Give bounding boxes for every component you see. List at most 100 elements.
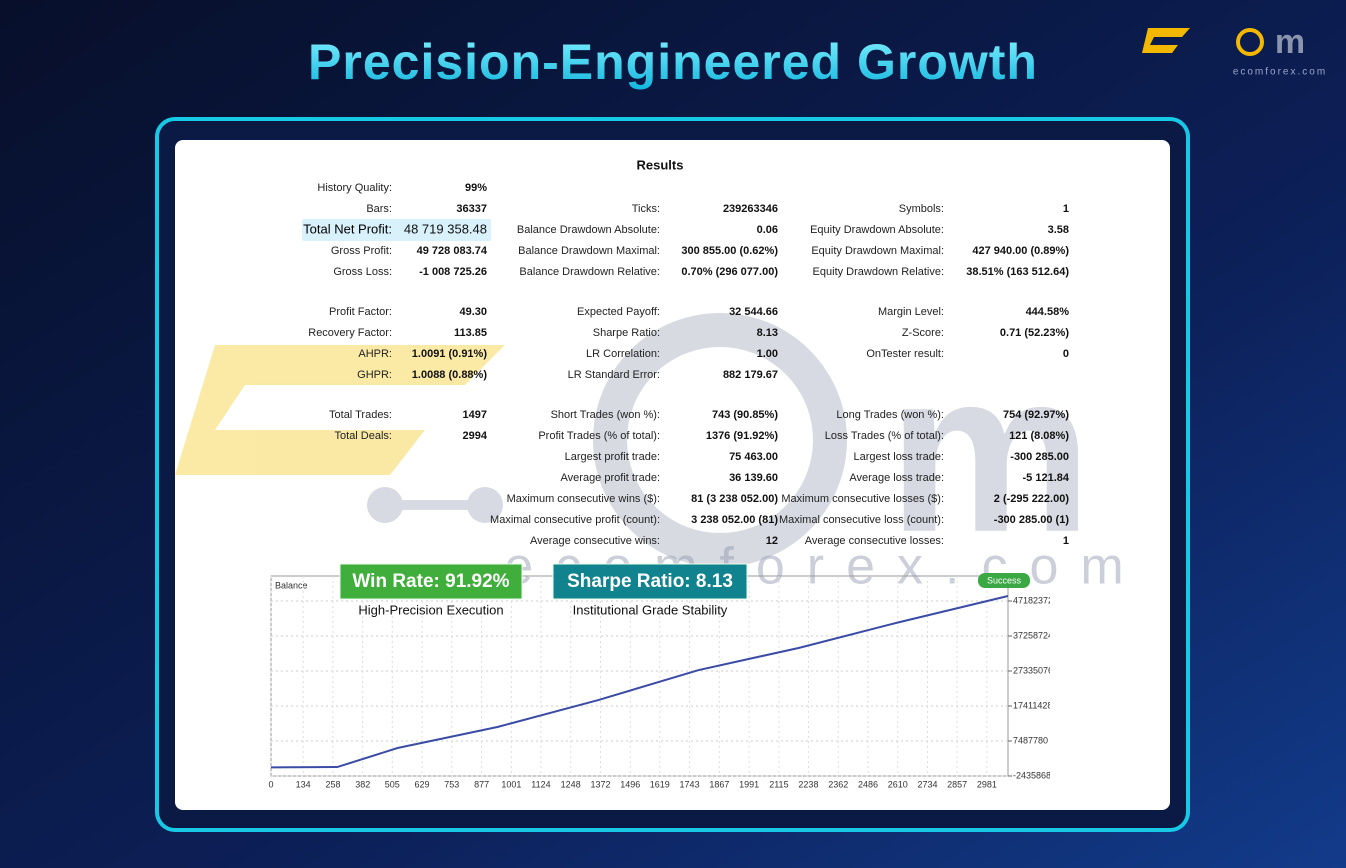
row-label: Balance Drawdown Relative: [519,266,660,278]
x-tick-label: 0 [268,779,273,789]
row-value: 121 (8.08%) [1009,430,1069,442]
x-tick-label: 1001 [501,779,521,789]
x-tick-label: 2115 [769,779,788,789]
logo-mark [1142,28,1190,53]
row-label: Loss Trades (% of total): [825,430,944,442]
row-value: 882 179.67 [723,369,778,381]
x-tick-label: 505 [385,779,400,789]
row-value: 48 719 358.48 [404,221,487,236]
x-tick-label: 1867 [709,779,729,789]
x-tick-label: 1743 [680,779,700,789]
row-label: LR Standard Error: [568,369,660,381]
row-label: Balance Drawdown Maximal: [518,245,660,257]
row-label: Total Net Profit: [303,221,392,236]
row-label: Long Trades (won %): [836,409,944,421]
row-value: 1 [1063,203,1069,215]
y-tick-label: 47182372 [1013,595,1053,605]
badge-caption: High-Precision Execution [358,602,503,617]
y-tick-labels: -2435868 7487780 17411428 27335076 37258724 4… [1013,595,1053,780]
row-value: 754 (92.97%) [1003,409,1069,421]
status-text: Success [987,575,1022,585]
x-tick-label: 877 [474,779,489,789]
row-label: Gross Loss: [333,266,392,278]
row-value: -300 285.00 (1) [994,514,1070,526]
row-label: Average consecutive losses: [805,535,944,547]
row-label: Gross Profit: [331,245,392,257]
row-value: 3 238 052.00 (81) [691,514,778,526]
x-tick-label: 753 [444,779,459,789]
row-value: 1376 (91.92%) [706,430,778,442]
row-label: History Quality: [317,182,392,194]
row-label: Ticks: [632,203,660,215]
row-label: Average consecutive wins: [530,535,660,547]
row-value: 0.71 (52.23%) [1000,327,1069,339]
highlight-box [302,219,491,241]
headline: Precision-Engineered Growth [308,34,1038,90]
row-value: 1.0091 (0.91%) [412,348,488,360]
row-label: Bars: [366,203,392,215]
row-label: Maximal consecutive profit (count): [490,514,660,526]
row-value: 1.0088 (0.88%) [412,369,488,381]
x-tick-label: 1991 [739,779,759,789]
row-label: AHPR: [358,348,392,360]
status-pill [978,573,1030,588]
x-tick-label: 2362 [828,779,848,789]
row-value: 32 544.66 [729,306,778,318]
x-tick-label: 2734 [918,779,938,789]
row-label: Balance Drawdown Absolute: [517,224,660,236]
row-value: 12 [766,535,778,547]
row-value: 0.70% (296 077.00) [681,266,778,278]
x-tick-label: 1124 [531,779,550,789]
report-card [175,140,1170,810]
row-value: -300 285.00 [1010,451,1069,463]
x-tick-label: 2981 [977,779,997,789]
row-label: LR Correlation: [586,348,660,360]
row-label: GHPR: [357,369,392,381]
row-value: 113.85 [454,327,487,339]
row-label: Recovery Factor: [308,327,392,339]
x-tick-label: 1496 [620,779,640,789]
badge [339,563,523,600]
row-value: 3.58 [1048,224,1069,236]
row-value: 444.58% [1026,306,1070,318]
x-tick-label: 629 [415,779,430,789]
row-label: OnTester result: [866,348,944,360]
logo-mark [1236,28,1264,56]
row-label: Expected Payoff: [577,306,660,318]
y-tick-label: 7487780 [1013,735,1048,745]
row-value: 49.30 [459,306,487,318]
row-label: Maximum consecutive losses ($): [781,493,944,505]
row-label: Maximum consecutive wins ($): [507,493,660,505]
x-tick-label: 258 [325,779,340,789]
row-label: Total Deals: [335,430,392,442]
row-label: Equity Drawdown Relative: [813,266,944,278]
row-label: Maximal consecutive loss (count): [779,514,944,526]
logo-text: ecomforex.com [1233,67,1327,78]
x-tick-label: 2857 [947,779,967,789]
y-tick-label: 37258724 [1013,630,1053,640]
report-title: Results [637,157,684,172]
row-label: Sharpe Ratio: [593,327,660,339]
row-label: Equity Drawdown Maximal: [811,245,944,257]
badge-caption: Institutional Grade Stability [573,602,728,617]
row-label: Short Trades (won %): [551,409,660,421]
x-tick-label: 1619 [650,779,670,789]
row-value: 743 (90.85%) [712,409,778,421]
balance-line [270,595,1009,769]
row-label: Largest profit trade: [565,451,660,463]
row-value: 81 (3 238 052.00) [691,493,778,505]
row-value: 38.51% (163 512.64) [966,266,1069,278]
row-label: Total Trades: [329,409,392,421]
row-value: 36 139.60 [729,472,778,484]
x-tick-label: 382 [355,779,370,789]
y-tick-label: 27335076 [1013,665,1053,675]
y-tick-label: 17411428 [1013,700,1052,710]
y-tick-label: -2435868 [1013,770,1051,780]
badge-title: Win Rate: 91.92% [352,571,509,592]
row-label: Largest loss trade: [854,451,945,463]
badge-title: Sharpe Ratio: 8.13 [567,571,733,592]
row-value: 239263346 [723,203,778,215]
x-tick-label: 1372 [590,779,610,789]
